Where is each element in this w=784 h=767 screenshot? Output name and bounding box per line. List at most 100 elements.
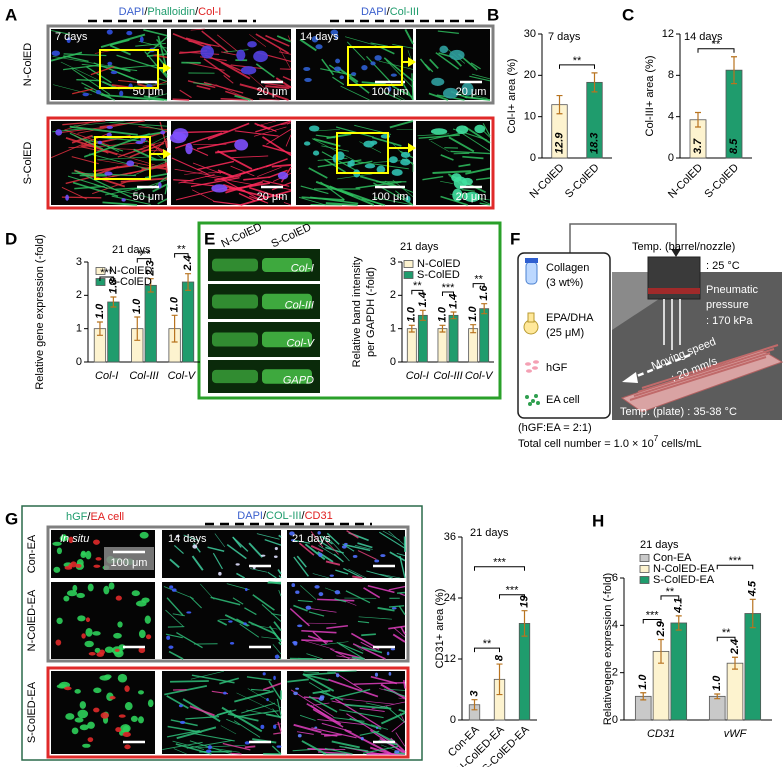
- cell: [374, 559, 380, 563]
- cell: [185, 143, 193, 155]
- cell: [115, 727, 122, 733]
- cell: [274, 654, 280, 659]
- cell: [93, 564, 101, 568]
- legend-label: Con-EA: [653, 552, 692, 564]
- fiber: [73, 120, 126, 127]
- fiber: [380, 711, 406, 725]
- fiber: [312, 708, 344, 728]
- fiber: [310, 203, 343, 206]
- fiber: [239, 623, 260, 638]
- panel-letter: C: [622, 5, 634, 24]
- fiber: [244, 607, 257, 616]
- fiber: [462, 155, 484, 160]
- cell: [160, 130, 166, 135]
- cell: [76, 592, 85, 599]
- significance-bracket: [136, 258, 152, 263]
- cell: [106, 125, 113, 130]
- fiber: [324, 539, 339, 555]
- error-bar: [591, 72, 598, 93]
- significance-label: **: [666, 586, 675, 598]
- fiber: [312, 702, 330, 706]
- significance-bracket: [411, 289, 424, 295]
- cell: [85, 617, 91, 623]
- fiber: [448, 136, 475, 153]
- fiber: [465, 95, 491, 101]
- fiber: [168, 650, 184, 660]
- y-tick-label: 0: [530, 152, 536, 164]
- fiber: [259, 98, 280, 101]
- fiber: [354, 545, 373, 550]
- cell: [370, 140, 378, 145]
- fiber: [256, 88, 289, 101]
- cell: [79, 724, 89, 731]
- cell: [273, 675, 276, 681]
- tube-cap: [525, 258, 538, 263]
- cell: [235, 563, 240, 566]
- fiber: [143, 29, 168, 37]
- cell: [126, 160, 135, 167]
- fiber: [385, 60, 414, 88]
- legend-swatch: [95, 278, 106, 286]
- fiber: [317, 598, 355, 602]
- significance-bracket: [472, 283, 485, 288]
- value-label: 1.8: [107, 278, 119, 294]
- total-part: cells/mL: [658, 438, 701, 450]
- fiber: [234, 94, 251, 101]
- fiber: [306, 607, 337, 613]
- panel-frame: [197, 221, 502, 400]
- fiber: [330, 688, 371, 700]
- fiber: [339, 745, 369, 752]
- cell: [124, 744, 131, 750]
- cell: [64, 686, 72, 691]
- fiber: [142, 137, 168, 157]
- fiber: [232, 597, 244, 605]
- zoom-box: [94, 136, 151, 180]
- value-label: 4.5: [747, 580, 759, 597]
- cell: [349, 159, 355, 167]
- fiber: [72, 88, 93, 95]
- scale-label: 20 μm: [257, 191, 288, 203]
- value-label: 1.0: [467, 305, 479, 321]
- error-bar: [658, 638, 664, 664]
- cell: [297, 624, 303, 628]
- fiber: [262, 144, 292, 154]
- fiber: [311, 727, 357, 739]
- material-label: Collagen: [546, 262, 589, 274]
- fiber: [253, 126, 287, 137]
- cell: [74, 689, 81, 694]
- fiber: [271, 613, 282, 616]
- fiber: [189, 705, 215, 717]
- fiber: [157, 198, 168, 205]
- fiber: [312, 573, 330, 579]
- fiber: [308, 695, 338, 713]
- legend-swatch: [403, 271, 414, 279]
- fiber: [346, 41, 366, 61]
- fiber: [236, 618, 250, 627]
- fiber: [360, 641, 377, 651]
- fiber: [400, 626, 406, 635]
- cell: [388, 672, 392, 676]
- hgf-icon: [533, 360, 539, 364]
- fiber: [301, 196, 345, 201]
- chart-title: 21 days: [640, 539, 679, 551]
- stain-part: DAPI: [119, 6, 145, 18]
- fiber: [302, 673, 335, 692]
- cell: [113, 632, 122, 639]
- fiber: [275, 77, 292, 89]
- chart-title: 21 days: [470, 527, 509, 539]
- fiber: [273, 621, 282, 632]
- fiber: [357, 620, 370, 624]
- fiber: [157, 77, 168, 83]
- fiber: [248, 542, 264, 558]
- fiber: [267, 571, 277, 579]
- y-tick-label: 1: [76, 323, 82, 335]
- fiber: [298, 657, 317, 660]
- fiber: [304, 543, 326, 561]
- fiber: [285, 134, 292, 147]
- fiber: [309, 682, 332, 696]
- fiber: [278, 641, 282, 646]
- stain-label: DAPI/Phalloidin/Col-I: [119, 6, 222, 18]
- fiber: [255, 120, 292, 133]
- fiber: [69, 132, 104, 150]
- cell: [95, 557, 102, 561]
